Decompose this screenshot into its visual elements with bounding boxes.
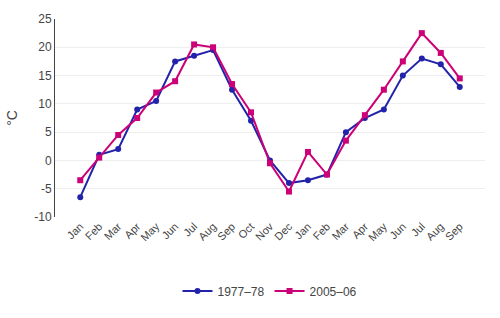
svg-text:0: 0 xyxy=(45,154,52,168)
svg-text:Nov: Nov xyxy=(253,220,276,243)
svg-text:Oct: Oct xyxy=(236,220,257,241)
svg-text:Jul: Jul xyxy=(181,220,199,238)
svg-text:5: 5 xyxy=(45,125,52,139)
svg-text:Aug: Aug xyxy=(196,220,218,242)
svg-text:Jul: Jul xyxy=(409,220,427,238)
svg-text:-5: -5 xyxy=(41,182,52,196)
svg-text:Jun: Jun xyxy=(159,220,180,241)
svg-text:25: 25 xyxy=(38,12,52,26)
svg-text:1977–78: 1977–78 xyxy=(218,285,265,299)
svg-text:°C: °C xyxy=(4,110,20,126)
svg-text:Aug: Aug xyxy=(424,220,446,242)
svg-text:10: 10 xyxy=(38,97,52,111)
svg-text:15: 15 xyxy=(38,69,52,83)
svg-text:-10: -10 xyxy=(34,210,52,224)
svg-text:May: May xyxy=(366,220,390,244)
svg-text:Apr: Apr xyxy=(122,220,143,241)
svg-text:Sep: Sep xyxy=(215,220,237,242)
svg-text:Sep: Sep xyxy=(443,220,465,242)
svg-text:Feb: Feb xyxy=(83,220,105,242)
svg-text:Mar: Mar xyxy=(102,220,124,242)
svg-text:20: 20 xyxy=(38,40,52,54)
svg-text:2005–06: 2005–06 xyxy=(310,285,357,299)
svg-text:Mar: Mar xyxy=(329,220,351,242)
svg-text:Dec: Dec xyxy=(272,220,295,243)
svg-text:Apr: Apr xyxy=(350,220,371,241)
svg-text:Jun: Jun xyxy=(387,220,408,241)
svg-text:Feb: Feb xyxy=(310,220,332,242)
svg-text:Jan: Jan xyxy=(292,220,313,241)
svg-text:May: May xyxy=(138,220,162,244)
svg-text:Jan: Jan xyxy=(65,220,86,241)
